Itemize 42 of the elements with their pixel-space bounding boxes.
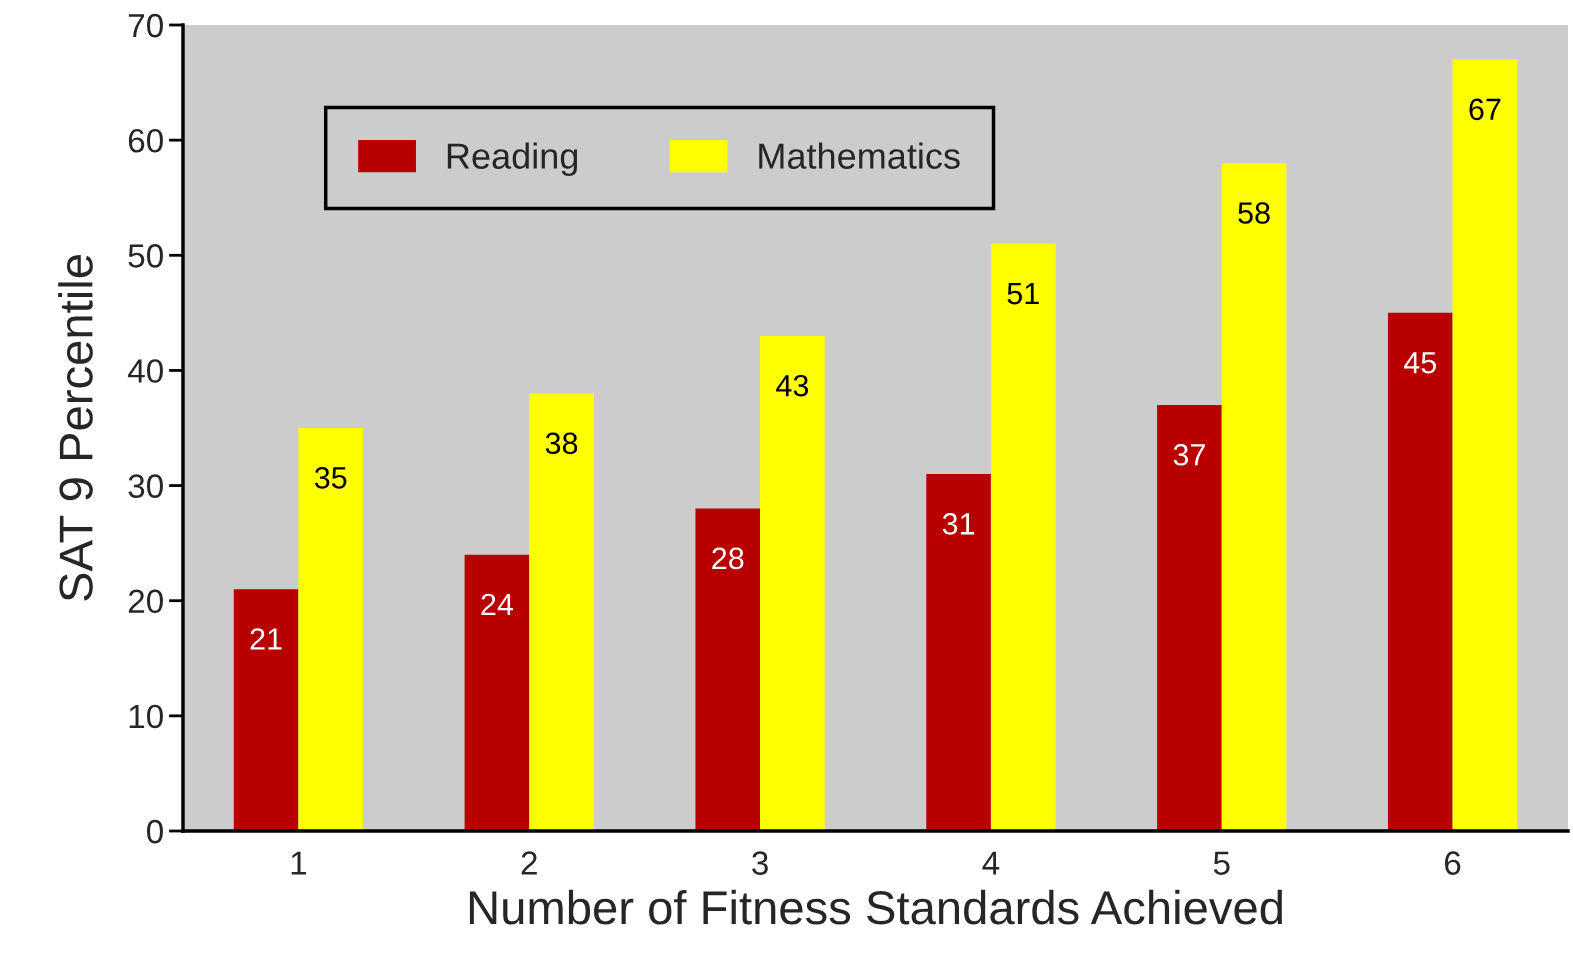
bar [1157, 404, 1222, 831]
data-label: 28 [712, 547, 744, 570]
data-label: 67 [1469, 98, 1501, 121]
y-tick-label: 0 [147, 819, 163, 844]
data-label: 43 [776, 374, 809, 397]
y-tick-label: 30 [128, 474, 163, 498]
bar [529, 393, 594, 831]
bar [695, 508, 761, 831]
legend-label: Mathematics [759, 142, 960, 169]
bar [926, 474, 991, 831]
bar [1221, 163, 1287, 831]
bar [1452, 59, 1518, 831]
x-tick-label: 6 [1445, 851, 1461, 875]
data-label: 24 [481, 593, 514, 615]
data-label: 35 [314, 466, 347, 489]
data-label: 37 [1173, 443, 1205, 466]
x-tick-label: 5 [1213, 851, 1230, 875]
x-tick-label: 2 [521, 851, 537, 875]
legend-label: Reading [447, 142, 578, 177]
x-tick-label: 1 [291, 851, 307, 875]
y-tick-label: 40 [127, 359, 163, 383]
data-label: 38 [545, 432, 578, 455]
x-axis-title: Number of Fitness Standards Achieved [469, 889, 1282, 925]
data-label: 21 [250, 628, 282, 650]
y-tick-label: 70 [128, 13, 163, 38]
bar [1387, 312, 1453, 831]
x-tick-label: 4 [982, 851, 1000, 875]
y-tick-label: 60 [128, 128, 163, 153]
data-label: 51 [1007, 283, 1039, 305]
data-label: 31 [942, 513, 975, 535]
bar [990, 243, 1056, 831]
x-tick-label: 3 [752, 851, 768, 875]
y-tick-label: 50 [128, 244, 163, 268]
y-axis-title: SAT 9 Percentile [58, 255, 93, 601]
data-label: 58 [1238, 202, 1270, 224]
bar [298, 428, 364, 831]
bar [760, 335, 825, 831]
y-tick-label: 20 [128, 589, 163, 614]
y-tick-label: 10 [129, 704, 163, 729]
bar [464, 554, 530, 831]
data-label: 45 [1403, 352, 1436, 374]
bar [233, 589, 299, 831]
